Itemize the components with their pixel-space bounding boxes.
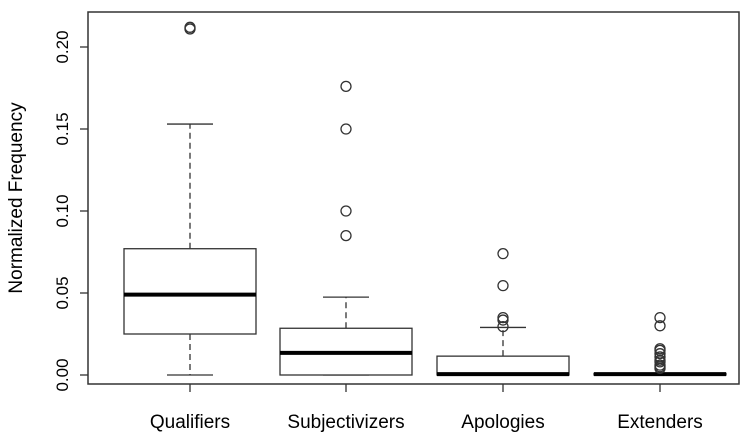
y-axis-label: Normalized Frequency (6, 102, 27, 294)
y-tick-label: 0.10 (53, 194, 72, 227)
y-axis: 0.00 0.05 0.10 0.15 0.20 (53, 30, 88, 392)
outlier-point (497, 314, 509, 326)
y-tick-label: 0.20 (53, 30, 72, 63)
x-tick-label: Apologies (461, 412, 544, 433)
x-tick-label: Extenders (617, 412, 703, 433)
x-tick-label: Qualifiers (150, 412, 230, 433)
boxes-layer (123, 21, 727, 377)
iqr-box (123, 248, 257, 335)
outlier-point (340, 80, 352, 93)
outlier-point (654, 356, 666, 368)
outlier-point (654, 348, 666, 360)
plot-frame (87, 11, 740, 385)
outlier-point (654, 320, 666, 332)
outlier-point (654, 311, 666, 324)
box-subjectivizers (279, 80, 413, 376)
outlier-point (497, 320, 509, 333)
outlier-point (654, 362, 666, 375)
box-extenders (593, 311, 727, 377)
y-tick-label: 0.15 (53, 112, 72, 145)
box-qualifiers (123, 21, 257, 376)
box-apologies (436, 247, 570, 377)
outlier-point (184, 21, 196, 33)
outlier-point (340, 205, 352, 217)
outlier-point (340, 229, 352, 242)
outlier-point (497, 247, 509, 260)
iqr-box (436, 355, 570, 376)
y-tick-label: 0.05 (53, 276, 72, 309)
x-tick-label: Subjectivizers (287, 412, 404, 433)
y-tick-label: 0.00 (53, 358, 72, 391)
outlier-point (340, 123, 352, 135)
outlier-point (497, 279, 509, 292)
x-axis-labels: Qualifiers Subjectivizers Apologies Extende… (150, 384, 703, 433)
